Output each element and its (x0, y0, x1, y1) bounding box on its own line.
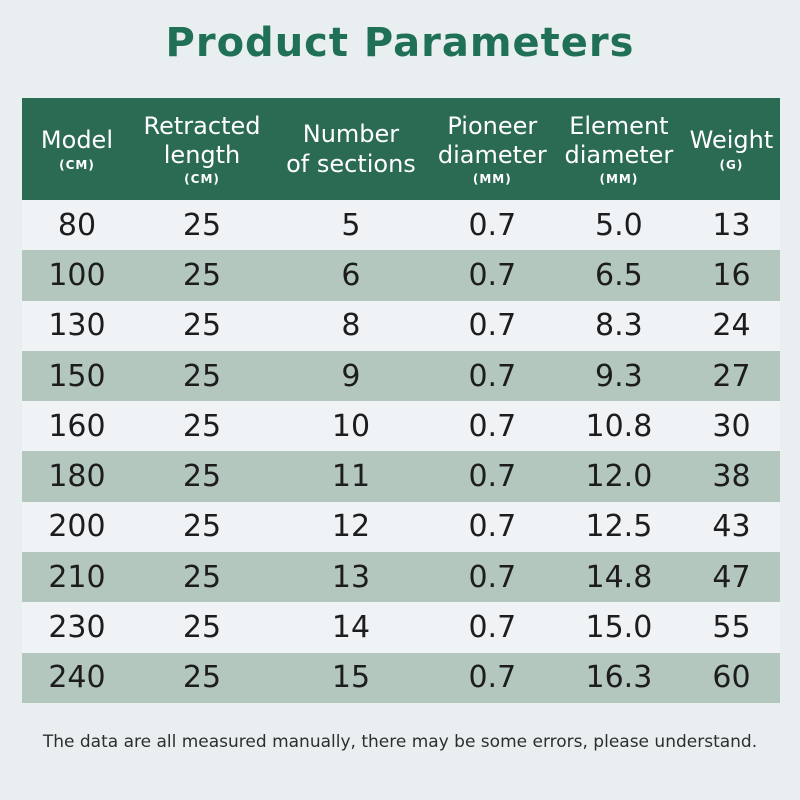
table-cell: 15.0 (554, 602, 683, 653)
table-cell: 160 (22, 401, 132, 452)
header-label: diameter (437, 140, 547, 169)
table-cell: 8 (272, 300, 430, 351)
column-header-pioneer-diameter: Pioneer diameter (MM) (429, 98, 555, 200)
header-label: Pioneer (447, 111, 538, 140)
table-cell: 0.7 (429, 602, 555, 653)
table-cell: 25 (131, 501, 273, 553)
table-row: 100 25 6 0.7 6.5 16 (22, 250, 780, 301)
table-cell: 30 (682, 401, 780, 452)
header-label: length (163, 140, 241, 169)
table-cell: 25 (131, 401, 273, 452)
header-label: Element (569, 111, 669, 140)
table-cell: 9 (272, 350, 430, 402)
header-unit: (G) (719, 157, 744, 172)
table-row: 80 25 5 0.7 5.0 13 (22, 200, 780, 251)
table-cell: 0.7 (429, 300, 555, 351)
table-cell: 180 (22, 451, 132, 502)
column-header-weight: Weight (G) (682, 98, 780, 200)
header-label: Weight (689, 126, 774, 155)
table-row: 130 25 8 0.7 8.3 24 (22, 300, 780, 351)
table-cell: 0.7 (429, 350, 555, 402)
table-row: 210 25 13 0.7 14.8 47 (22, 552, 780, 603)
table-cell: 5 (272, 200, 430, 251)
table-cell: 12 (272, 501, 430, 553)
header-label: Model (40, 126, 113, 155)
table-cell: 0.7 (429, 652, 555, 703)
column-header-model: Model (CM) (22, 98, 132, 200)
column-header-retracted-length: Retracted length (CM) (131, 98, 273, 200)
table-row: 230 25 14 0.7 15.0 55 (22, 602, 780, 653)
table-cell: 200 (22, 501, 132, 553)
table-cell: 25 (131, 602, 273, 653)
table-cell: 24 (682, 300, 780, 351)
column-header-number-of-sections: Number of sections (272, 98, 430, 200)
column-header-element-diameter: Element diameter (MM) (554, 98, 683, 200)
header-unit: (CM) (59, 157, 95, 172)
table-cell: 0.7 (429, 451, 555, 502)
table-cell: 10.8 (554, 401, 683, 452)
table-cell: 15 (272, 652, 430, 703)
header-label: Retracted (143, 111, 261, 140)
table-body: 80 25 5 0.7 5.0 13 100 25 6 0.7 6.5 16 1… (22, 200, 780, 703)
table-cell: 47 (682, 552, 780, 603)
table-cell: 0.7 (429, 250, 555, 301)
table-cell: 60 (682, 652, 780, 703)
table-cell: 240 (22, 652, 132, 703)
table-cell: 14 (272, 602, 430, 653)
header-label: of sections (286, 149, 416, 178)
table-row: 160 25 10 0.7 10.8 30 (22, 401, 780, 452)
table-row: 240 25 15 0.7 16.3 60 (22, 652, 780, 703)
table-cell: 16.3 (554, 652, 683, 703)
table-cell: 9.3 (554, 350, 683, 402)
table-cell: 25 (131, 552, 273, 603)
disclaimer-text: The data are all measured manually, ther… (42, 732, 758, 752)
table-cell: 0.7 (429, 200, 555, 251)
header-unit: (MM) (472, 172, 512, 187)
table-cell: 0.7 (429, 401, 555, 452)
table-cell: 130 (22, 300, 132, 351)
table-cell: 10 (272, 401, 430, 452)
table-cell: 25 (131, 200, 273, 251)
table-cell: 25 (131, 350, 273, 402)
header-unit: (CM) (184, 172, 220, 187)
table-cell: 8.3 (554, 300, 683, 351)
table-cell: 6 (272, 250, 430, 301)
table-cell: 0.7 (429, 552, 555, 603)
table-cell: 25 (131, 250, 273, 301)
table-cell: 12.0 (554, 451, 683, 502)
table-cell: 13 (272, 552, 430, 603)
table-row: 150 25 9 0.7 9.3 27 (22, 350, 780, 402)
table-cell: 11 (272, 451, 430, 502)
table-cell: 38 (682, 451, 780, 502)
table-cell: 210 (22, 552, 132, 603)
table-cell: 55 (682, 602, 780, 653)
header-row: Model (CM) Retracted length (CM) Number (22, 98, 780, 200)
table-cell: 14.8 (554, 552, 683, 603)
table-cell: 100 (22, 250, 132, 301)
table-cell: 13 (682, 200, 780, 251)
table-cell: 25 (131, 451, 273, 502)
table-row: 200 25 12 0.7 12.5 43 (22, 501, 780, 553)
page-title: Product Parameters (165, 20, 635, 66)
table-cell: 25 (131, 300, 273, 351)
table-cell: 230 (22, 602, 132, 653)
parameters-table: Model (CM) Retracted length (CM) Number (22, 98, 780, 703)
header-label: Number (302, 120, 400, 149)
table-cell: 25 (131, 652, 273, 703)
table-cell: 5.0 (554, 200, 683, 251)
table-cell: 16 (682, 250, 780, 301)
table-cell: 43 (682, 501, 780, 553)
table-row: 180 25 11 0.7 12.0 38 (22, 451, 780, 502)
table-cell: 80 (22, 200, 132, 251)
table-header: Model (CM) Retracted length (CM) Number (22, 98, 780, 200)
table-cell: 6.5 (554, 250, 683, 301)
header-label: diameter (564, 140, 674, 169)
table-cell: 12.5 (554, 501, 683, 553)
table-cell: 27 (682, 350, 780, 402)
header-unit: (MM) (599, 172, 639, 187)
table-cell: 0.7 (429, 501, 555, 553)
table-cell: 150 (22, 350, 132, 402)
